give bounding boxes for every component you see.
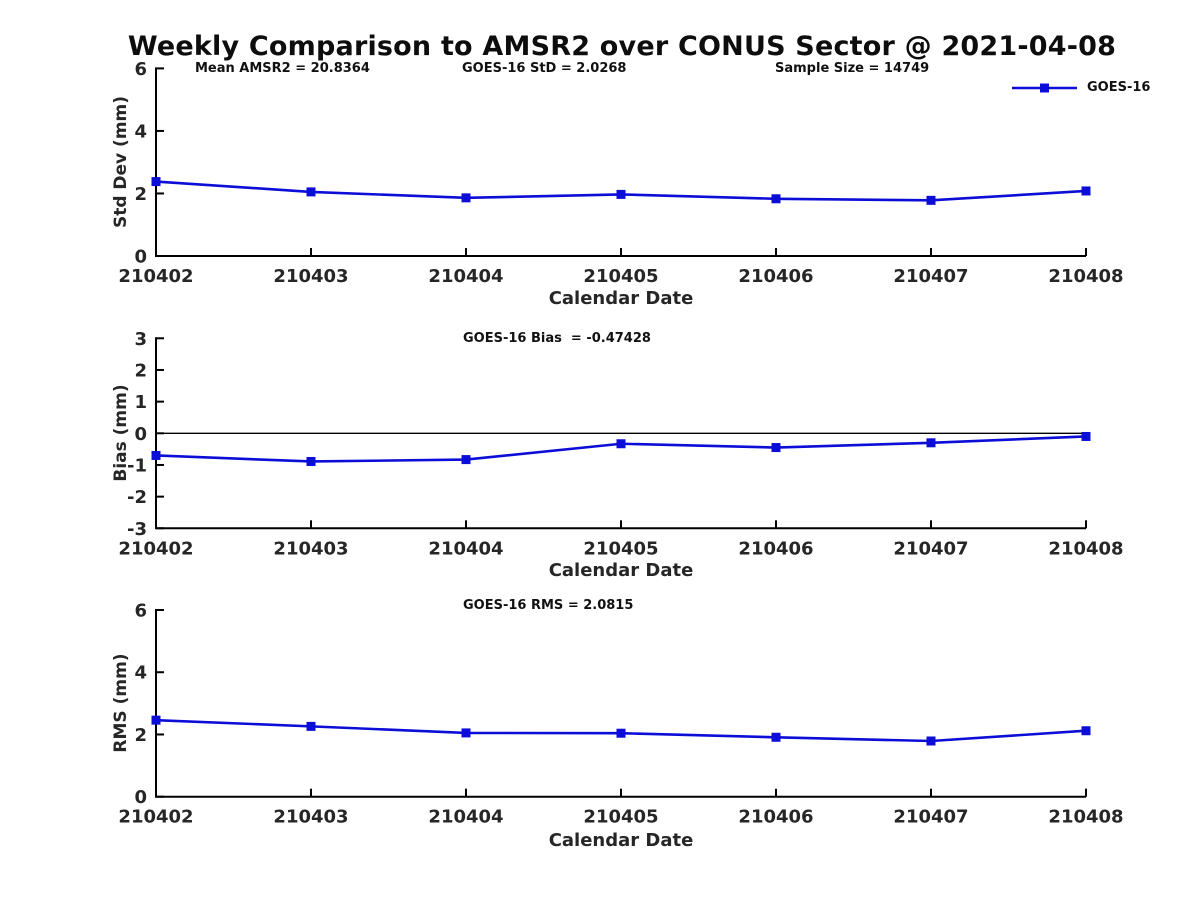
y-tick-label: 6 <box>134 59 147 80</box>
rms-data-point-marker <box>771 732 781 742</box>
std-dev-data-point-marker <box>306 187 316 197</box>
annotation-sample-size: Sample Size = 14749 <box>775 61 930 76</box>
x-tick-label: 210403 <box>273 807 348 828</box>
x-tick-label: 210407 <box>893 807 968 828</box>
y-tick-label: 0 <box>134 787 147 808</box>
x-tick-label: 210403 <box>273 266 348 287</box>
x-tick-label: 210408 <box>1048 807 1123 828</box>
bias-data-point-marker <box>151 450 161 460</box>
y-tick-label: 2 <box>134 360 147 381</box>
y-tick-label: 3 <box>134 329 147 350</box>
annotation-goes16-std: GOES-16 StD = 2.0268 <box>462 61 627 76</box>
rms-data-point-marker <box>151 715 161 725</box>
y-tick-label: 2 <box>134 725 147 746</box>
x-tick-label: 210407 <box>893 266 968 287</box>
std-dev-data-point-marker <box>926 195 936 205</box>
rms-data-point-marker <box>306 721 316 731</box>
y-tick-label: 6 <box>134 601 147 622</box>
rms-data-point-marker <box>1081 726 1091 736</box>
x-tick-label: 210404 <box>428 538 503 559</box>
x-tick-label: 210408 <box>1048 538 1123 559</box>
std-dev-data-point-marker <box>151 177 161 187</box>
rms-data-point-marker <box>616 728 626 738</box>
x-tick-label: 210404 <box>428 266 503 287</box>
rms-axes <box>155 609 1086 798</box>
y-tick-label: 4 <box>134 663 147 684</box>
y-tick-label: 0 <box>134 247 147 268</box>
std-dev-data-point-marker <box>771 194 781 204</box>
legend: GOES-16 <box>1011 80 1150 95</box>
y-tick-label: 0 <box>134 424 147 445</box>
bias-data-point-marker <box>306 456 316 466</box>
x-tick-label: 210404 <box>428 807 503 828</box>
rms-subplot: 0 2 4 6 210402 210403 210404 210405 210406 210407… <box>118 601 1123 828</box>
x-tick-label: 210406 <box>738 266 813 287</box>
y-tick-label: -3 <box>127 519 147 540</box>
x-tick-label: 210402 <box>118 538 193 559</box>
y-tick-label: -2 <box>127 487 147 508</box>
std-dev-axes <box>155 67 1086 257</box>
std-dev-data-point-marker <box>461 193 471 203</box>
y-tick-label: 4 <box>134 121 147 142</box>
x-tick-label: 210405 <box>583 266 658 287</box>
y-tick-label: 1 <box>134 392 147 413</box>
bias-data-point-marker <box>771 443 781 453</box>
x-tick-label: 210403 <box>273 538 348 559</box>
x-tick-label: 210402 <box>118 807 193 828</box>
x-tick-label: 210402 <box>118 266 193 287</box>
bias-data-point-marker <box>461 455 471 465</box>
x-axis-label-stddev: Calendar Date <box>548 288 694 309</box>
bias-data-point-marker <box>616 439 626 449</box>
x-tick-label: 210406 <box>738 538 813 559</box>
x-tick-label: 210407 <box>893 538 968 559</box>
rms-data-point-marker <box>926 736 936 746</box>
annotation-mean-amsr2: Mean AMSR2 = 20.8364 <box>195 61 370 76</box>
std-dev-data-point-marker <box>616 189 626 199</box>
x-axis-label-bias: Calendar Date <box>548 560 694 581</box>
annotation-goes16-rms: GOES-16 RMS = 2.0815 <box>463 598 634 613</box>
bias-data-point-marker <box>926 438 936 448</box>
std-dev-subplot: 0 2 4 6 210402 210403 210404 210405 210406 210407… <box>118 59 1123 287</box>
bias-data-point-marker <box>1081 431 1091 441</box>
x-tick-label: 210408 <box>1048 266 1123 287</box>
chart-title: Weekly Comparison to AMSR2 over CONUS Se… <box>127 31 1117 62</box>
x-axis-label-rms: Calendar Date <box>548 830 694 851</box>
x-tick-label: 210405 <box>583 807 658 828</box>
legend-line-marker-icon <box>1012 83 1077 92</box>
x-tick-label: 210405 <box>583 538 658 559</box>
std-dev-data-point-marker <box>1081 186 1091 196</box>
x-tick-label: 210406 <box>738 807 813 828</box>
legend-label: GOES-16 <box>1087 80 1151 95</box>
y-tick-label: 2 <box>134 184 147 205</box>
annotation-goes16-bias: GOES-16 Bias = -0.47428 <box>463 331 651 346</box>
y-tick-label: -1 <box>127 455 147 476</box>
rms-data-point-marker <box>461 728 471 738</box>
